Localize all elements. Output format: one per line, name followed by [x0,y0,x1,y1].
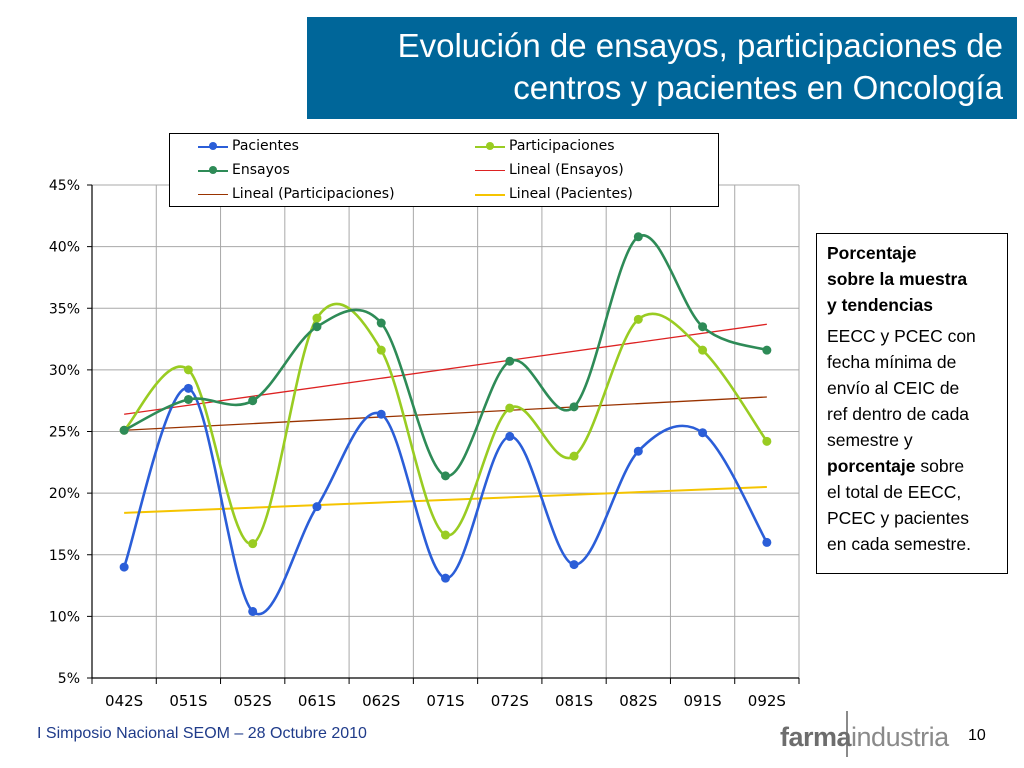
legend-label-participaciones: Participaciones [509,138,615,154]
trendline-lineal-ensayos [124,323,767,415]
page-number: 10 [968,727,986,744]
x-tick-label: 072S [491,692,529,710]
data-point-participaciones [376,345,386,355]
brand-logo-part-1: farma [780,722,852,752]
data-point-pacientes [183,383,193,393]
x-tick-label: 042S [105,692,143,710]
data-point-ensayos [569,402,579,412]
note-box: Porcentaje sobre la muestra y tendencias… [816,233,1008,574]
x-tick-label: 082S [619,692,657,710]
note-body-line-6-bold: porcentaje [827,456,916,476]
data-point-pacientes [569,560,579,570]
note-body-line-8: PCEC y pacientes [827,508,970,528]
legend-label-pacientes: Pacientes [232,138,299,154]
data-point-pacientes [698,428,708,438]
data-point-participaciones [633,314,643,324]
x-tick-label: 062S [362,692,400,710]
data-point-participaciones [441,530,450,540]
data-point-ensayos [183,394,193,404]
legend-label-ensayos: Ensayos [232,162,290,178]
y-tick-label: 30% [49,363,80,379]
note-heading-line-3: y tendencias [827,295,934,315]
y-tick-label: 40% [49,240,80,256]
note-body-line-2: fecha mínima de [827,352,957,372]
x-tick-label: 051S [169,692,207,710]
x-tick-label: 081S [555,692,593,710]
data-point-ensayos [698,322,708,332]
note-body-line-6-rest: sobre [915,456,965,476]
data-point-participaciones [312,313,322,323]
data-point-ensayos [505,356,515,366]
y-tick-label: 20% [49,486,80,502]
legend-label-lineal-pacientes: Lineal (Pacientes) [509,186,633,202]
data-point-participaciones [248,539,258,549]
y-tick-label: 25% [49,425,80,441]
data-point-pacientes [633,446,643,456]
legend-item-pacientes: Pacientes [198,136,299,156]
note-body-line-7: el total de EECC, [827,482,962,502]
y-tick-label: 35% [49,301,80,317]
data-point-participaciones [762,436,772,446]
note-body: EECC y PCEC con fecha mínima de envío al… [827,323,999,557]
data-point-ensayos [312,322,322,332]
legend-item-lineal-pacientes: Lineal (Pacientes) [475,184,633,204]
footer-event-text: I Simposio Nacional SEOM – 28 Octubre 20… [37,725,367,742]
data-point-ensayos [376,318,386,328]
y-tick-label: 10% [49,609,80,625]
note-body-line-4: ref dentro de cada [827,404,970,424]
note-heading: Porcentaje sobre la muestra y tendencias [827,240,999,318]
data-point-pacientes [119,562,129,572]
legend-item-lineal-ensayos: Lineal (Ensayos) [475,160,624,180]
note-body-line-5: semestre y [827,430,913,450]
legend-item-ensayos: Ensayos [198,160,290,180]
legend-item-lineal-participaciones: Lineal (Participaciones) [198,184,395,204]
chart-legend: Pacientes Ensayos Lineal (Participacione… [169,133,719,207]
note-body-line-1: EECC y PCEC con [827,326,976,346]
data-point-pacientes [762,537,772,547]
data-point-ensayos [762,345,772,355]
data-point-pacientes [248,606,258,616]
data-point-participaciones [183,365,193,375]
y-tick-label: 15% [49,548,80,564]
y-tick-label: 45% [49,178,80,194]
legend-item-participaciones: Participaciones [475,136,615,156]
trendline-lineal-participaciones [124,396,767,431]
note-body-line-3: envío al CEIC de [827,378,960,398]
data-point-participaciones [698,345,708,355]
y-tick-label: 5% [58,671,80,687]
data-point-participaciones [569,451,579,461]
x-tick-label: 061S [298,692,336,710]
data-point-ensayos [119,425,129,435]
data-point-pacientes [376,409,386,419]
legend-label-lineal-participaciones: Lineal (Participaciones) [232,186,395,202]
title-line-1: Evolución de ensayos, participaciones de [397,27,1003,64]
data-point-pacientes [505,431,515,441]
x-tick-label: 052S [234,692,272,710]
brand-divider [846,711,848,757]
x-tick-label: 091S [684,692,722,710]
slide-title: Evolución de ensayos, participaciones de… [307,17,1017,119]
data-point-participaciones [505,403,515,413]
note-body-line-9: en cada semestre. [827,534,971,554]
brand-logo-part-2: industria [851,722,949,752]
data-point-pacientes [312,502,322,512]
note-heading-line-2: sobre la muestra [827,269,968,289]
legend-label-lineal-ensayos: Lineal (Ensayos) [509,162,624,178]
x-tick-label: 071S [426,692,464,710]
data-point-pacientes [441,573,450,583]
title-line-2: centros y pacientes en Oncología [513,69,1003,106]
data-point-ensayos [441,471,450,481]
brand-logo: farma industria [780,713,949,753]
data-point-ensayos [248,396,258,406]
note-heading-line-1: Porcentaje [827,243,917,263]
data-point-ensayos [633,232,643,242]
x-tick-label: 092S [748,692,786,710]
